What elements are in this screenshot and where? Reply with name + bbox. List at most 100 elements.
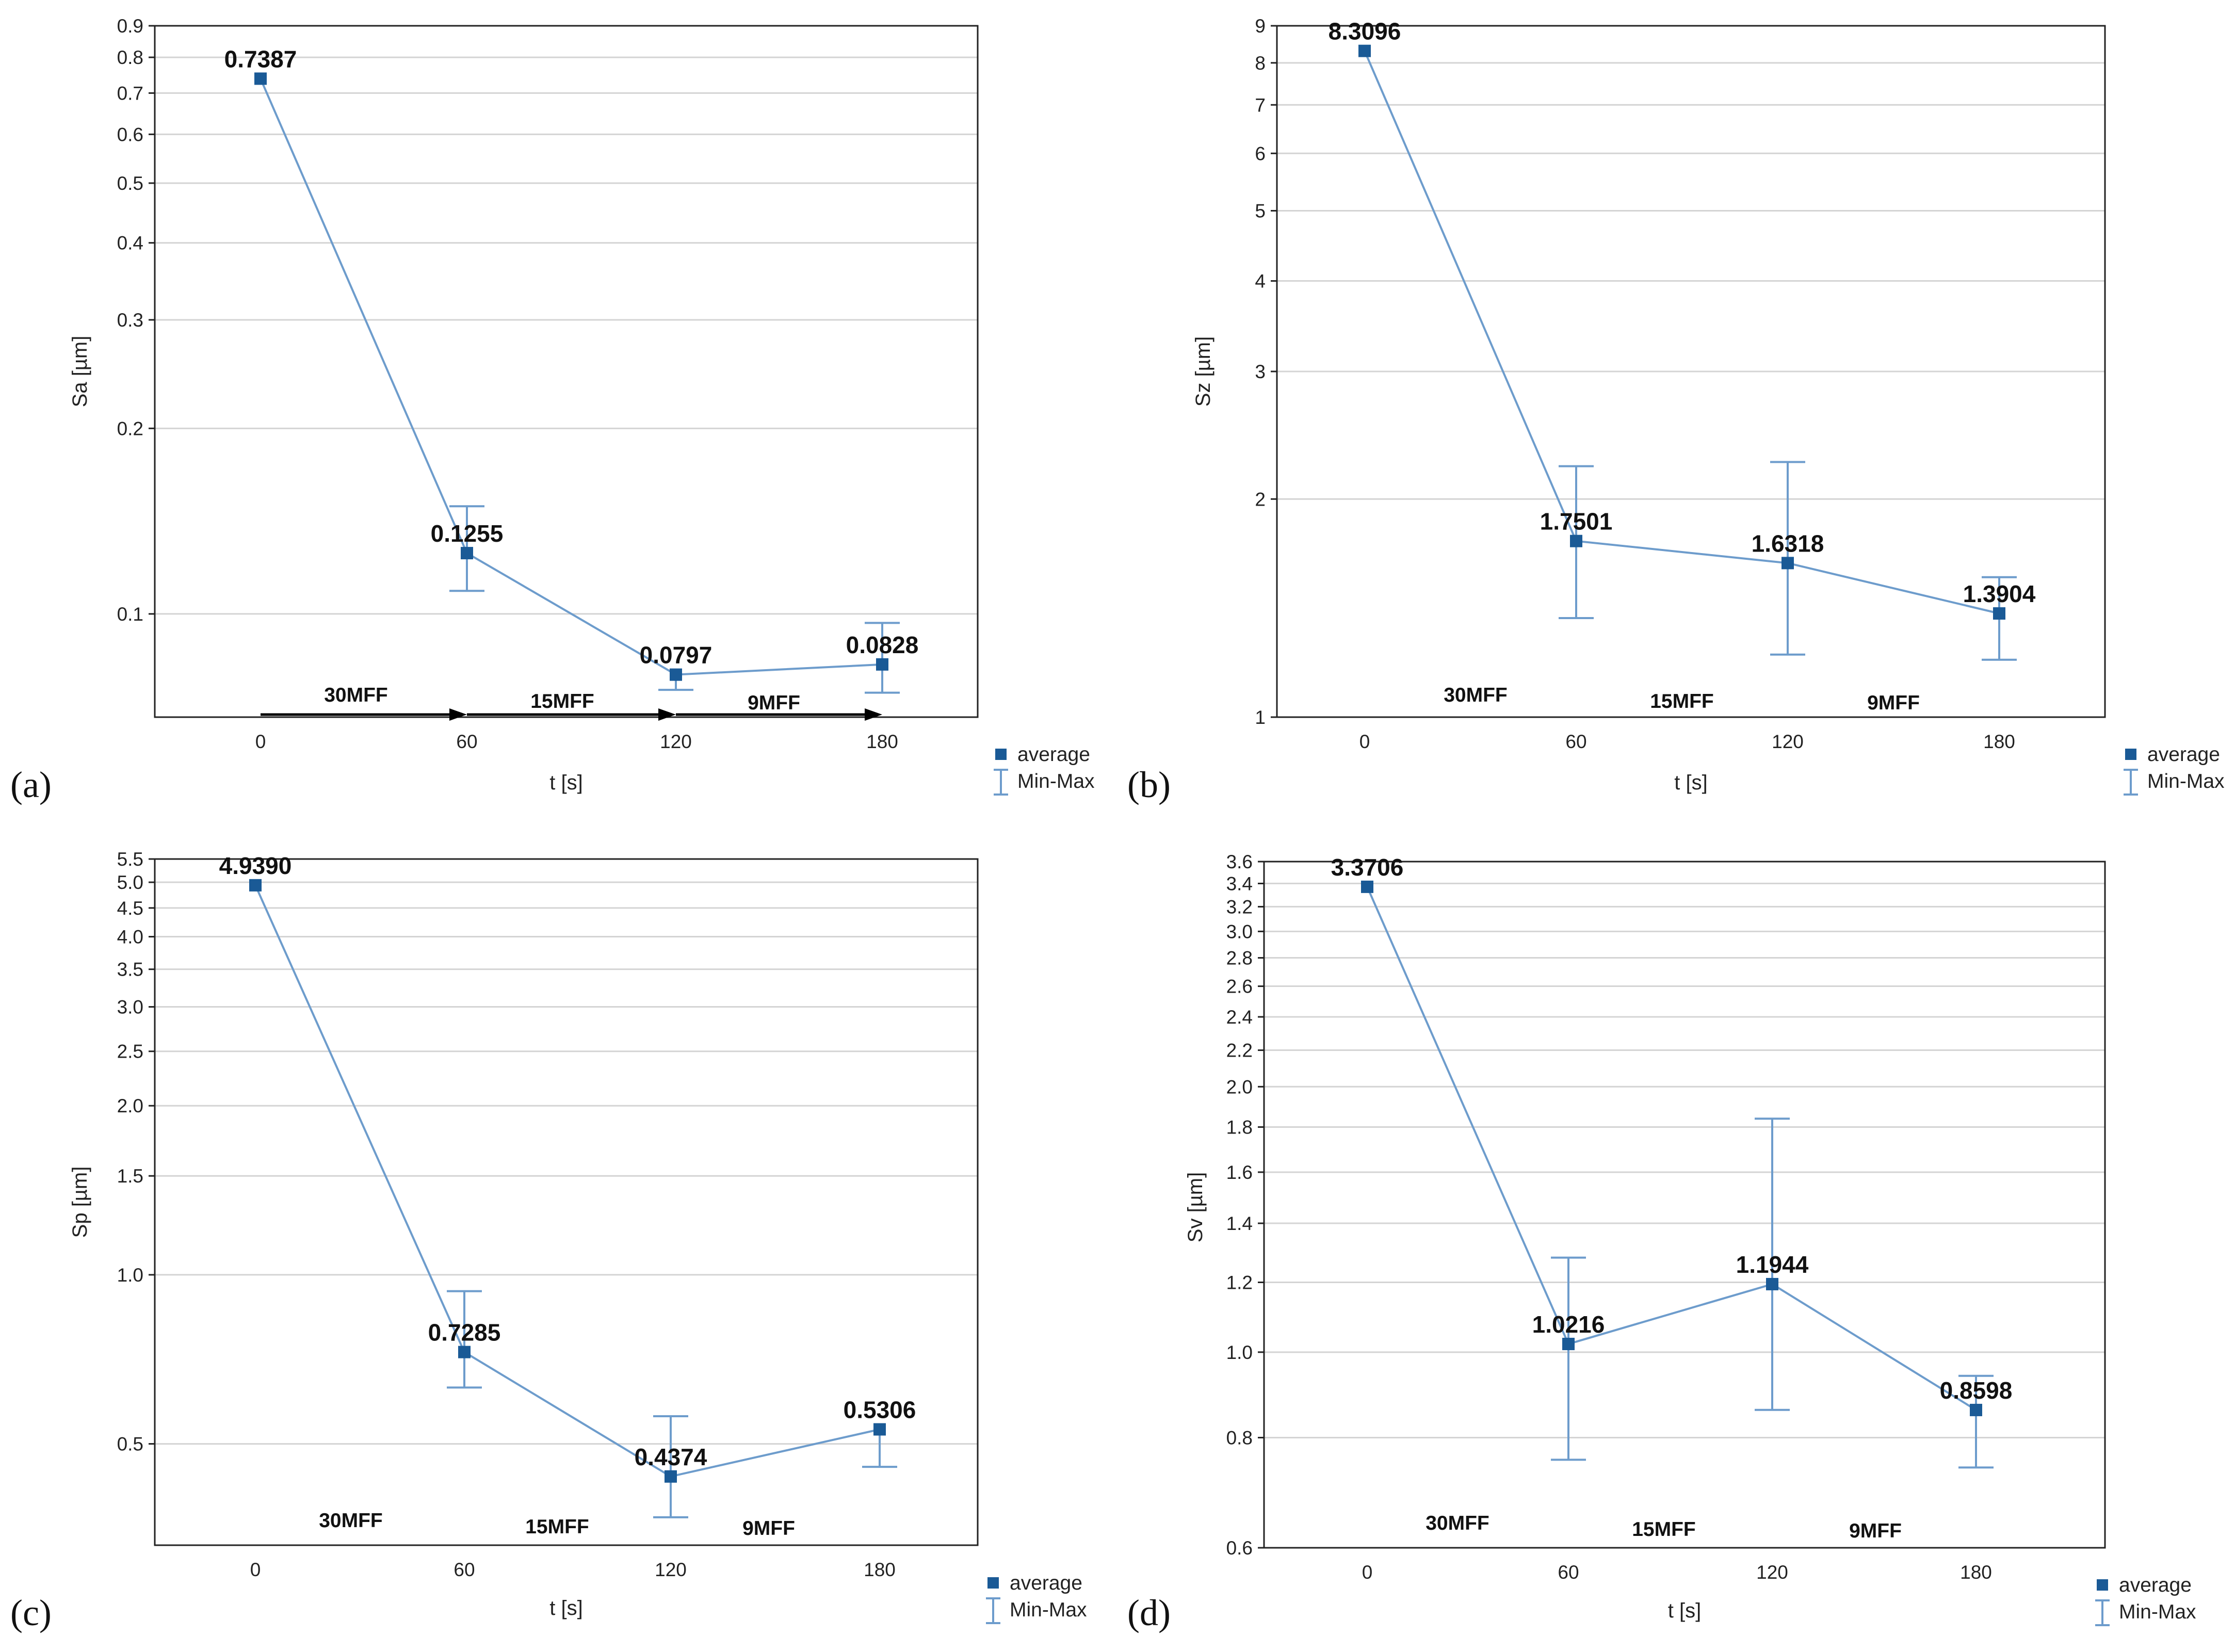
data-point-marker xyxy=(461,547,473,560)
y-tick-label: 3.6 xyxy=(1226,851,1253,872)
x-tick-label: 60 xyxy=(1558,1562,1579,1583)
stage-arrow-head xyxy=(449,708,467,721)
stage-label: 15MFF xyxy=(525,1516,589,1538)
data-label: 1.3904 xyxy=(1963,580,2036,607)
y-tick-label: 4.5 xyxy=(117,898,143,919)
x-tick-label: 60 xyxy=(456,731,477,752)
stage-label: 15MFF xyxy=(1650,690,1714,712)
y-tick-label: 0.9 xyxy=(117,15,143,37)
y-tick-label: 0.1 xyxy=(117,604,143,625)
y-axis-label: Sp [µm] xyxy=(69,1167,91,1238)
stage-label: 30MFF xyxy=(319,1510,383,1532)
data-point-marker xyxy=(254,72,267,85)
stage-label: 30MFF xyxy=(1444,684,1508,706)
legend-minmax-label: Min-Max xyxy=(1010,1599,1087,1621)
y-tick-label: 0.8 xyxy=(1226,1427,1253,1448)
legend-average-marker xyxy=(987,1577,999,1589)
y-tick-label: 0.7 xyxy=(117,83,143,104)
y-tick-label: 7 xyxy=(1255,94,1266,116)
y-tick-label: 2.5 xyxy=(117,1041,143,1062)
x-tick-label: 120 xyxy=(660,731,692,752)
y-axis-label: Sa [µm] xyxy=(69,336,91,408)
legend-minmax-label: Min-Max xyxy=(2147,770,2225,792)
plot-frame xyxy=(154,25,979,718)
data-point-marker xyxy=(458,1346,471,1358)
data-point-marker xyxy=(249,879,262,892)
data-label: 0.7285 xyxy=(428,1319,501,1346)
data-label: 0.8598 xyxy=(1940,1377,2013,1404)
stage-label: 30MFF xyxy=(324,684,388,706)
data-label: 0.5306 xyxy=(844,1396,916,1423)
legend-average-label: average xyxy=(2119,1574,2192,1596)
x-tick-label: 180 xyxy=(864,1559,896,1580)
legend-minmax-label: Min-Max xyxy=(2119,1601,2196,1623)
data-point-marker xyxy=(670,668,682,681)
x-axis-label: t [s] xyxy=(549,1597,582,1619)
data-point-marker xyxy=(1970,1403,1982,1416)
data-label: 0.0828 xyxy=(846,631,919,658)
legend-average-label: average xyxy=(2147,743,2220,766)
y-tick-label: 0.6 xyxy=(117,124,143,145)
x-tick-label: 0 xyxy=(1362,1562,1373,1583)
series-line-average xyxy=(1364,50,2000,614)
y-tick-label: 6 xyxy=(1255,143,1266,164)
data-point-marker xyxy=(876,658,888,671)
data-label: 1.7501 xyxy=(1540,508,1613,535)
data-label: 1.0216 xyxy=(1532,1311,1605,1338)
y-tick-label: 0.2 xyxy=(117,418,143,439)
chart-panel-a: 0.1 0.2 0.3 0.4 0.5 0.6 0.7 0.8 0.9 0 60 120 180 Sa [… xyxy=(10,15,1095,805)
y-axis-label: Sv [µm] xyxy=(1184,1172,1207,1242)
x-axis-label: t [s] xyxy=(1668,1599,1701,1622)
legend-average-marker xyxy=(995,749,1007,760)
data-label: 8.3096 xyxy=(1329,18,1401,45)
stage-label: 9MFF xyxy=(748,692,800,714)
series-line-average xyxy=(254,885,880,1478)
chart-panel-c: 0.5 1.0 1.5 2.0 2.5 3.0 3.5 4.0 4.5 5.05.5 0 60 120 1… xyxy=(10,849,1087,1633)
data-point-marker xyxy=(1358,44,1371,57)
x-tick-label: 180 xyxy=(1960,1562,1992,1583)
y-tick-label: 5.5 xyxy=(117,849,143,870)
data-label: 4.9390 xyxy=(219,852,292,879)
y-tick-label: 0.5 xyxy=(117,173,143,194)
data-label: 3.3706 xyxy=(1331,854,1404,881)
y-tick-label: 2.8 xyxy=(1226,948,1253,969)
data-label: 0.0797 xyxy=(640,642,712,669)
data-point-marker xyxy=(1570,535,1582,547)
y-tick-label: 3.2 xyxy=(1226,896,1253,917)
chart-panel-d: 0.6 0.8 1.0 1.2 1.4 1.6 1.8 2.0 2.2 2.4 2.6 2.8 3.0 3… xyxy=(1127,851,2196,1633)
y-tick-label: 1.0 xyxy=(1226,1342,1253,1363)
x-tick-label: 180 xyxy=(1983,731,2015,752)
y-tick-label: 4 xyxy=(1255,271,1266,292)
y-tick-label: 2 xyxy=(1255,489,1266,510)
data-label: 1.6318 xyxy=(1752,530,1824,557)
y-tick-label: 3 xyxy=(1255,361,1266,382)
data-point-marker xyxy=(1361,880,1373,893)
data-point-marker xyxy=(873,1423,886,1436)
stage-arrow-head xyxy=(865,708,882,721)
panel-letter: (c) xyxy=(10,1592,52,1633)
y-tick-label: 5 xyxy=(1255,200,1266,221)
legend-average-label: average xyxy=(1017,743,1090,766)
data-point-marker xyxy=(1781,557,1794,570)
y-tick-label: 0.4 xyxy=(117,233,143,254)
y-tick-label: 2.4 xyxy=(1226,1007,1253,1028)
y-tick-label: 2.6 xyxy=(1226,976,1253,997)
y-tick-label: 9 xyxy=(1255,15,1266,37)
y-tick-label: 1.6 xyxy=(1226,1162,1253,1183)
data-label: 1.1944 xyxy=(1736,1251,1809,1278)
y-tick-label: 3.5 xyxy=(117,959,143,980)
stage-label: 15MFF xyxy=(1632,1518,1696,1541)
y-tick-label: 4.0 xyxy=(117,927,143,948)
y-tick-label: 5.0 xyxy=(117,872,143,893)
chart-panel-b: 1 2 3 4 5 6 7 8 9 0 60 120 180 Sz [µm] t [s] 30MFF 15MFF… xyxy=(1127,15,2225,805)
x-tick-label: 120 xyxy=(1756,1562,1788,1583)
y-tick-label: 3.4 xyxy=(1226,873,1253,894)
plot-frame xyxy=(1263,861,2106,1549)
stage-label: 9MFF xyxy=(1867,692,1920,714)
y-tick-label: 1.8 xyxy=(1226,1117,1253,1138)
data-point-marker xyxy=(1993,607,2005,620)
stage-arrow-head xyxy=(658,708,676,721)
x-tick-label: 60 xyxy=(454,1559,475,1580)
legend-minmax-label: Min-Max xyxy=(1017,770,1095,792)
